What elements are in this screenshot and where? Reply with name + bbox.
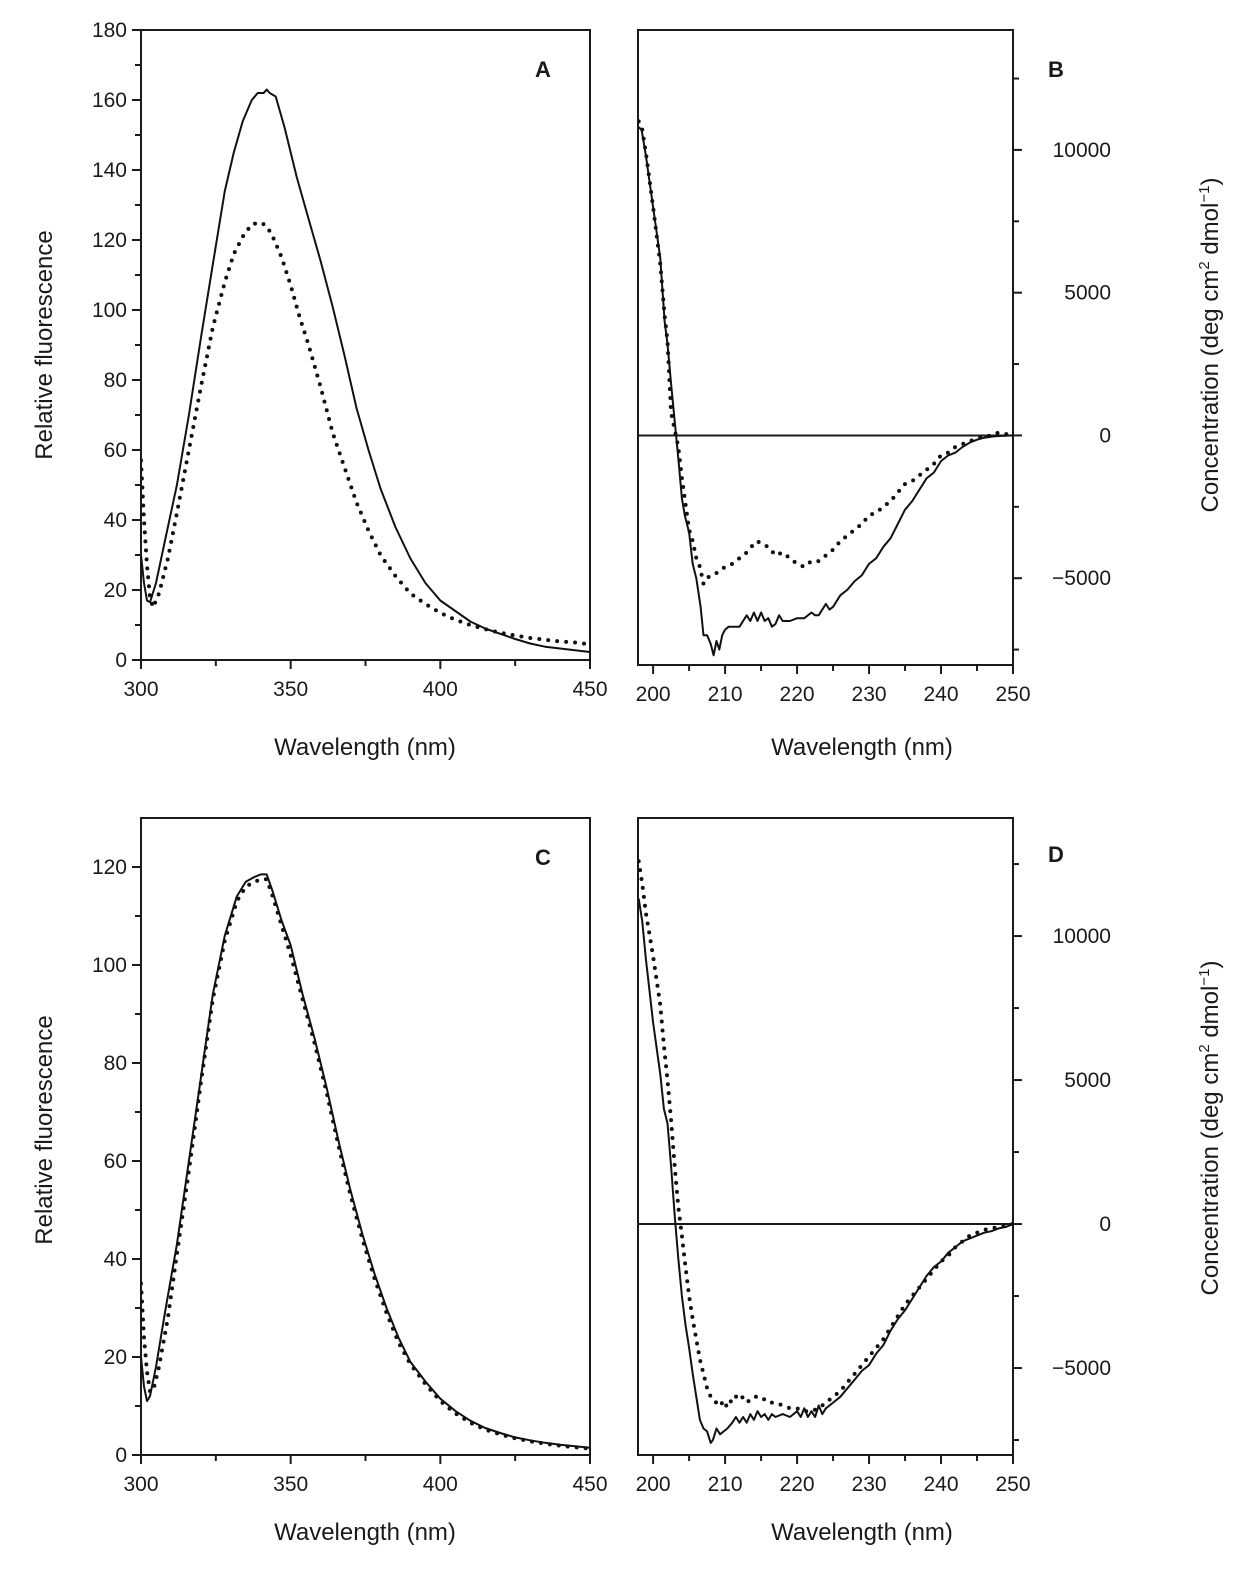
plot-frame-b xyxy=(637,29,1014,666)
x-tick-label-b: 230 xyxy=(852,683,887,706)
y-axis-title-c: Relative fluorescence xyxy=(31,1015,58,1244)
y-tick-label-a: 120 xyxy=(92,229,127,252)
x-tick-label-b: 210 xyxy=(708,683,743,706)
y-axis-title-d-sup2: −1 xyxy=(1196,969,1213,986)
y-tick-label-a: 0 xyxy=(115,649,127,672)
panel-label-a: A xyxy=(535,57,551,82)
y-tick-label-b: 5000 xyxy=(1064,282,1111,305)
x-tick-label-a: 450 xyxy=(572,678,607,701)
panel-label-b: B xyxy=(1048,57,1064,82)
y-axis-title-d-mid: dmol xyxy=(1197,986,1224,1045)
panel-label-d: D xyxy=(1048,842,1064,867)
y-axis-title-a: Relative fluorescence xyxy=(31,230,58,459)
y-tick-label-a: 160 xyxy=(92,89,127,112)
series-solid-line-d xyxy=(638,898,1013,1444)
x-axis-title-d: Wavelength (nm) xyxy=(771,1519,953,1546)
x-tick-label-a: 350 xyxy=(273,678,308,701)
series-solid-line-c xyxy=(141,873,590,1449)
x-tick-label-d: 210 xyxy=(708,1473,743,1496)
panel-b: B Wavelength (nm) Concentration (deg cm2… xyxy=(636,29,1224,761)
y-axis-title-b-main: Concentration (deg cm xyxy=(1197,270,1224,513)
y-tick-label-c: 120 xyxy=(92,856,127,879)
x-tick-label-d: 220 xyxy=(780,1473,815,1496)
panel-c: C Wavelength (nm) Relative fluorescence … xyxy=(31,817,608,1546)
plot-frame-a xyxy=(140,29,591,661)
x-tick-label-c: 450 xyxy=(572,1473,607,1496)
x-tick-label-a: 300 xyxy=(123,678,158,701)
x-tick-label-b: 200 xyxy=(636,683,671,706)
y-axis-title-b-end: ) xyxy=(1197,178,1224,186)
panel-a: A Wavelength (nm) Relative fluorescence … xyxy=(31,19,608,761)
series-dotted-line-c xyxy=(141,877,590,1451)
y-tick-label-a: 60 xyxy=(104,439,127,462)
y-axis-title-b: Concentration (deg cm2 dmol−1) xyxy=(1196,178,1224,513)
y-tick-label-a: 40 xyxy=(104,509,127,532)
panel-d: D Wavelength (nm) Concentration (deg cm2… xyxy=(636,817,1224,1546)
y-tick-label-c: 40 xyxy=(104,1248,127,1271)
panel-label-c: C xyxy=(535,845,551,870)
y-tick-label-b: 10000 xyxy=(1053,139,1111,162)
x-tick-label-b: 240 xyxy=(923,683,958,706)
plot-frame-d xyxy=(637,817,1014,1456)
y-tick-label-a: 100 xyxy=(92,299,127,322)
y-tick-label-b: 0 xyxy=(1099,424,1111,447)
y-tick-label-c: 60 xyxy=(104,1150,127,1173)
series-dotted-line-b xyxy=(638,119,1013,590)
x-tick-label-d: 250 xyxy=(995,1473,1030,1496)
x-axis-title-c: Wavelength (nm) xyxy=(274,1519,456,1546)
y-axis-title-d-sup1: 2 xyxy=(1196,1044,1213,1052)
y-axis-title-b-sup2: −1 xyxy=(1196,186,1213,203)
y-tick-label-a: 140 xyxy=(92,159,127,182)
y-tick-label-d: 5000 xyxy=(1064,1069,1111,1092)
series-solid-line-b xyxy=(638,126,1013,657)
series-dotted-line-a xyxy=(141,220,590,647)
x-tick-label-c: 300 xyxy=(123,1473,158,1496)
y-tick-label-d: 0 xyxy=(1099,1213,1111,1236)
y-tick-label-a: 20 xyxy=(104,579,127,602)
y-axis-title-d: Concentration (deg cm2 dmol−1) xyxy=(1196,961,1224,1296)
x-axis-title-b: Wavelength (nm) xyxy=(771,734,953,761)
y-axis-title-d-end: ) xyxy=(1197,961,1224,969)
x-tick-label-c: 400 xyxy=(423,1473,458,1496)
x-axis-title-a: Wavelength (nm) xyxy=(274,734,456,761)
y-tick-label-a: 80 xyxy=(104,369,127,392)
x-tick-label-c: 350 xyxy=(273,1473,308,1496)
x-tick-label-d: 240 xyxy=(923,1473,958,1496)
series-solid-line-a xyxy=(141,88,590,653)
x-tick-label-d: 230 xyxy=(852,1473,887,1496)
y-axis-title-b-mid: dmol xyxy=(1197,203,1224,262)
x-tick-label-a: 400 xyxy=(423,678,458,701)
y-tick-label-c: 80 xyxy=(104,1052,127,1075)
y-tick-label-a: 180 xyxy=(92,19,127,42)
y-tick-label-c: 100 xyxy=(92,954,127,977)
y-tick-label-b: −5000 xyxy=(1052,567,1111,590)
y-tick-label-d: −5000 xyxy=(1052,1357,1111,1380)
y-axis-title-b-sup1: 2 xyxy=(1196,261,1213,269)
x-tick-label-b: 220 xyxy=(780,683,815,706)
x-tick-label-d: 200 xyxy=(636,1473,671,1496)
y-axis-title-d-main: Concentration (deg cm xyxy=(1197,1053,1224,1296)
series-dotted-line-d xyxy=(638,859,1013,1414)
plot-frame-c xyxy=(140,817,591,1456)
x-tick-label-b: 250 xyxy=(995,683,1030,706)
y-tick-label-c: 0 xyxy=(115,1444,127,1467)
y-tick-label-c: 20 xyxy=(104,1346,127,1369)
y-tick-label-d: 10000 xyxy=(1053,925,1111,948)
